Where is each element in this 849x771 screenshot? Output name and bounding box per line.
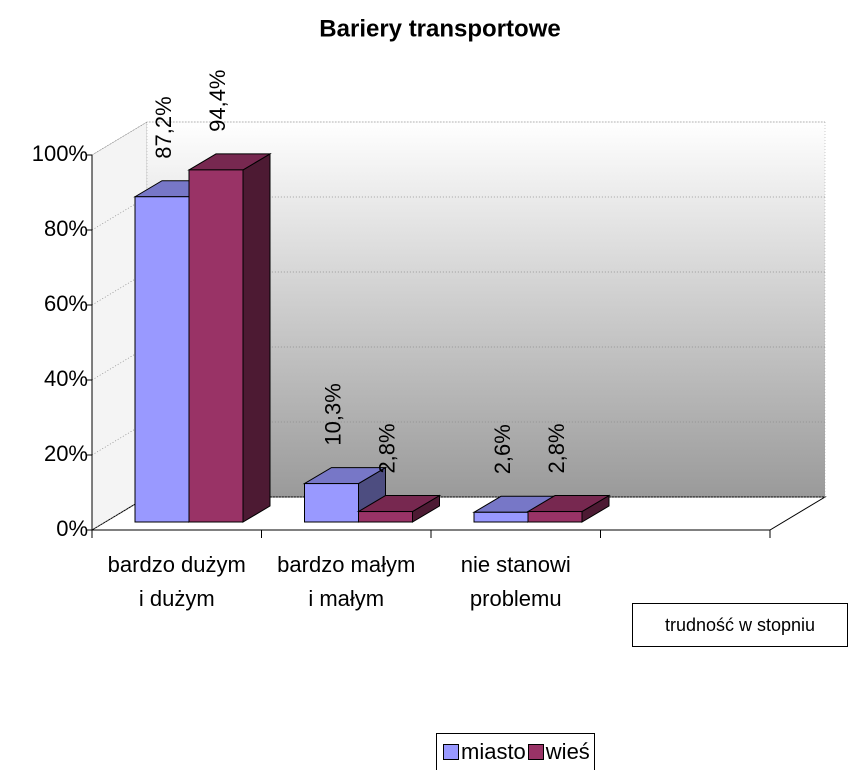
y-tick-label: 80%: [44, 216, 88, 241]
y-tick-label: 0%: [56, 516, 88, 541]
y-tick-label: 60%: [44, 291, 88, 316]
grid-line: [91, 196, 825, 231]
grid-line: [91, 346, 825, 381]
legend-label: miasto: [461, 739, 526, 764]
value-label: 10,3%: [320, 383, 345, 445]
value-label: 94,4%: [205, 69, 230, 131]
grid-line: [91, 271, 825, 306]
bar-front: [527, 511, 583, 523]
bar-front: [134, 196, 190, 523]
legend-label: wieś: [545, 739, 590, 764]
bar-side: [242, 153, 271, 523]
y-tick-label: 100%: [32, 141, 88, 166]
legend: miasto wieś: [436, 733, 595, 770]
x-tick-label: bardzo dużym i dużym: [107, 552, 246, 611]
bar: [356, 494, 442, 523]
bar-front: [188, 169, 244, 523]
value-label: 2,8%: [374, 423, 399, 473]
chart-title: Bariery transportowe: [319, 15, 560, 42]
bar: [187, 153, 272, 523]
annotation: trudność w stopniu: [632, 603, 848, 647]
bar-front: [304, 483, 359, 523]
y-tick-label: 20%: [44, 441, 88, 466]
grid-line: [91, 121, 825, 156]
legend-swatch: [443, 744, 459, 760]
value-label: 87,2%: [151, 96, 176, 158]
value-label: 2,6%: [490, 424, 515, 474]
legend-item: wieś: [526, 739, 590, 765]
x-tick-label: nie stanowi problemu: [460, 552, 571, 611]
legend-item: miasto: [441, 739, 526, 765]
legend-swatch: [527, 744, 544, 760]
bar: [526, 494, 611, 523]
grid-line: [91, 421, 825, 456]
x-tick-label: bardzo małym i małym: [277, 552, 416, 611]
y-tick-label: 40%: [44, 366, 88, 391]
bar-front: [358, 511, 413, 523]
value-label: 2,8%: [544, 423, 569, 473]
bar-front: [473, 511, 529, 523]
